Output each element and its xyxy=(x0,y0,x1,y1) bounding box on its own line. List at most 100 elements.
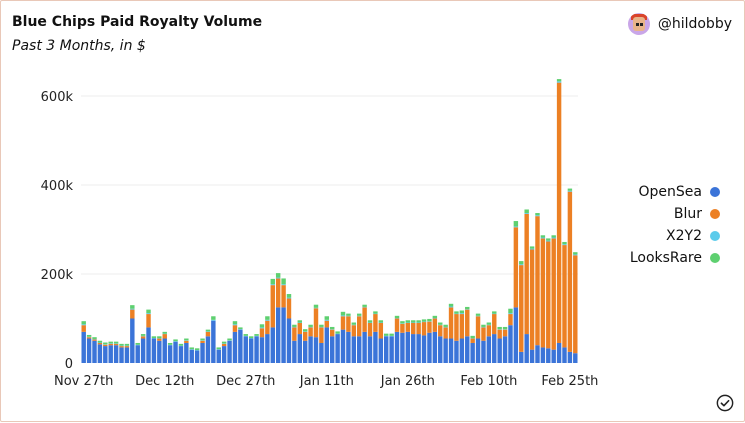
bar-blur xyxy=(481,327,485,340)
bar-opensea xyxy=(217,350,221,363)
bar-x2y2 xyxy=(514,226,518,227)
bar-blur xyxy=(476,316,480,338)
bar-opensea xyxy=(265,334,269,363)
bar-looksrare xyxy=(357,314,361,316)
bar-blur xyxy=(92,339,96,340)
bar-blur xyxy=(81,325,85,332)
bar-x2y2 xyxy=(573,254,577,255)
bar-blur xyxy=(519,265,523,352)
bar-x2y2 xyxy=(233,324,237,325)
bar-blur xyxy=(87,337,91,338)
bar-looksrare xyxy=(449,304,453,307)
bar-blur xyxy=(568,192,572,352)
bar-opensea xyxy=(271,327,275,363)
bar-looksrare xyxy=(109,342,113,344)
x-tick-label: Feb 25th xyxy=(541,374,598,389)
bar-looksrare xyxy=(541,235,545,237)
bar-opensea xyxy=(119,347,123,363)
bar-looksrare xyxy=(227,339,231,341)
bar-opensea xyxy=(211,321,215,363)
bar-blur xyxy=(514,227,518,307)
bar-blur xyxy=(163,334,167,338)
bar-blur xyxy=(141,336,145,338)
legend-item-x2y2[interactable]: X2Y2 xyxy=(630,225,720,247)
bar-looksrare xyxy=(190,347,194,349)
bar-opensea xyxy=(298,334,302,363)
bar-x2y2 xyxy=(524,213,528,214)
bar-opensea xyxy=(92,341,96,363)
bar-looksrare xyxy=(465,307,469,309)
legend: OpenSea Blur X2Y2 LooksRare xyxy=(630,181,720,269)
bar-opensea xyxy=(492,334,496,363)
bar-looksrare xyxy=(222,342,226,344)
bar-opensea xyxy=(551,350,555,363)
bar-blur xyxy=(260,328,264,337)
bar-blur xyxy=(303,332,307,341)
bar-blur xyxy=(449,307,453,338)
bar-looksrare xyxy=(427,319,431,321)
bar-blur xyxy=(130,310,134,319)
bar-opensea xyxy=(497,339,501,363)
bar-opensea xyxy=(438,336,442,363)
bar-blur xyxy=(125,346,129,347)
bar-opensea xyxy=(406,332,410,363)
bar-looksrare xyxy=(443,325,447,327)
bar-blur xyxy=(146,314,150,327)
bar-opensea xyxy=(200,343,204,363)
bar-looksrare xyxy=(303,329,307,331)
bar-blur xyxy=(98,343,102,344)
bar-opensea xyxy=(481,341,485,363)
bar-looksrare xyxy=(141,334,145,336)
bar-looksrare xyxy=(81,321,85,324)
bar-opensea xyxy=(519,352,523,363)
bar-x2y2 xyxy=(449,306,453,307)
bar-opensea xyxy=(460,339,464,363)
legend-item-looksrare[interactable]: LooksRare xyxy=(630,247,720,269)
bar-looksrare xyxy=(330,327,334,329)
bar-blur xyxy=(557,83,561,343)
bar-blur xyxy=(373,314,377,332)
bar-opensea xyxy=(508,325,512,363)
bar-looksrare xyxy=(163,332,167,334)
bar-looksrare xyxy=(157,336,161,338)
legend-label-blur: Blur xyxy=(674,206,702,222)
bar-blur xyxy=(546,242,550,349)
bar-opensea xyxy=(357,336,361,363)
bar-opensea xyxy=(557,343,561,363)
check-circle-icon[interactable] xyxy=(716,394,734,412)
bar-blur xyxy=(362,307,366,331)
bar-opensea xyxy=(465,336,469,363)
bar-x2y2 xyxy=(530,249,534,250)
bar-blur xyxy=(551,238,555,349)
bar-opensea xyxy=(454,341,458,363)
bar-looksrare xyxy=(298,320,302,322)
bar-x2y2 xyxy=(541,238,545,239)
bar-looksrare xyxy=(168,343,172,345)
bar-looksrare xyxy=(114,342,118,344)
bar-x2y2 xyxy=(271,284,275,285)
bar-looksrare xyxy=(422,319,426,321)
y-tick-label: 600k xyxy=(41,90,74,105)
legend-dot-blur xyxy=(710,209,720,219)
bar-opensea xyxy=(114,345,118,363)
bar-opensea xyxy=(81,332,85,363)
bar-blur xyxy=(443,327,447,338)
bar-blur xyxy=(524,214,528,334)
legend-item-blur[interactable]: Blur xyxy=(630,203,720,225)
bar-looksrare xyxy=(362,305,366,307)
bar-opensea xyxy=(503,336,507,363)
bar-opensea xyxy=(260,337,264,363)
bar-looksrare xyxy=(341,312,345,316)
bar-x2y2 xyxy=(341,315,345,316)
bar-x2y2 xyxy=(460,313,464,314)
x-tick-label: Feb 10th xyxy=(460,374,517,389)
bar-opensea xyxy=(427,333,431,363)
bar-x2y2 xyxy=(130,309,134,310)
bar-looksrare xyxy=(260,324,264,327)
legend-item-opensea[interactable]: OpenSea xyxy=(630,181,720,203)
bar-opensea xyxy=(400,333,404,363)
bar-blur xyxy=(379,323,383,339)
bar-opensea xyxy=(514,307,518,363)
bar-opensea xyxy=(395,332,399,363)
